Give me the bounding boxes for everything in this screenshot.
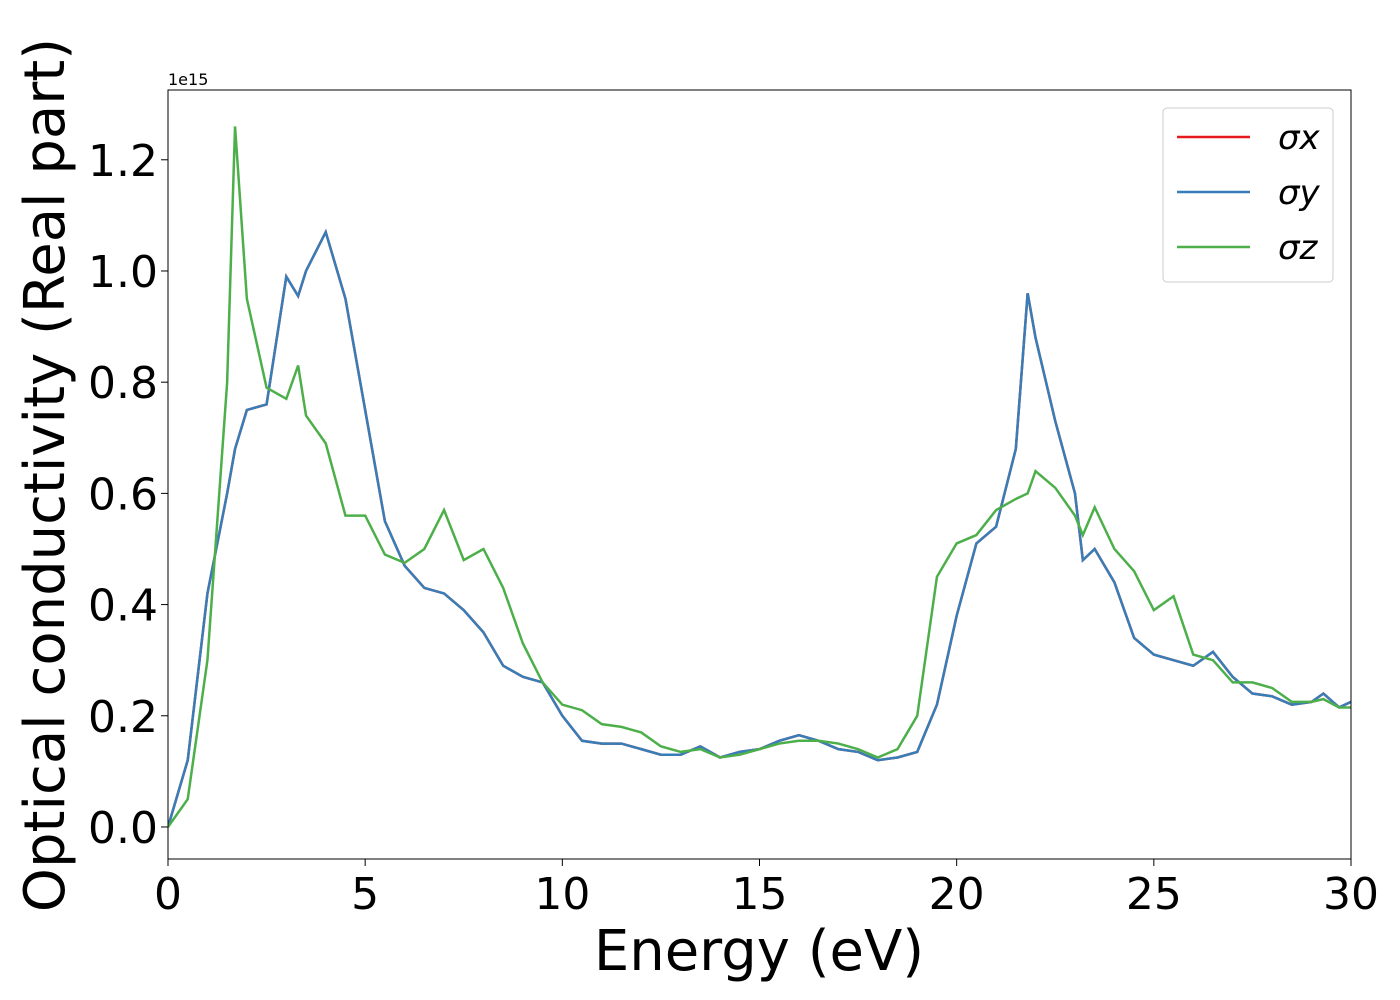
legend-label: σy	[1278, 173, 1321, 213]
y-tick-label: 0.0	[88, 803, 158, 854]
y-axis-label: Optical conductivity (Real part)	[13, 38, 78, 912]
series-line	[168, 228, 1351, 828]
x-tick-label: 0	[154, 869, 182, 920]
legend-label: σz	[1278, 228, 1319, 268]
y-tick-label: 0.6	[88, 469, 158, 520]
x-tick-label: 5	[351, 869, 379, 920]
offset-text: 1e15	[168, 70, 208, 89]
y-tick-label: 0.4	[88, 581, 158, 632]
x-tick-label: 30	[1323, 869, 1379, 920]
x-tick-label: 15	[732, 869, 788, 920]
y-tick-label: 0.8	[88, 358, 158, 409]
series-line	[168, 228, 1351, 828]
x-tick-label: 10	[534, 869, 590, 920]
x-tick-label: 20	[929, 869, 985, 920]
legend-label: σx	[1278, 118, 1321, 158]
y-tick-label: 1.2	[88, 136, 158, 187]
series-line	[168, 126, 1351, 828]
x-tick-label: 25	[1126, 869, 1182, 920]
y-tick-label: 1.0	[88, 247, 158, 298]
y-tick-label: 0.2	[88, 692, 158, 743]
legend-box	[1162, 107, 1334, 283]
x-axis-label: Energy (eV)	[594, 919, 924, 984]
